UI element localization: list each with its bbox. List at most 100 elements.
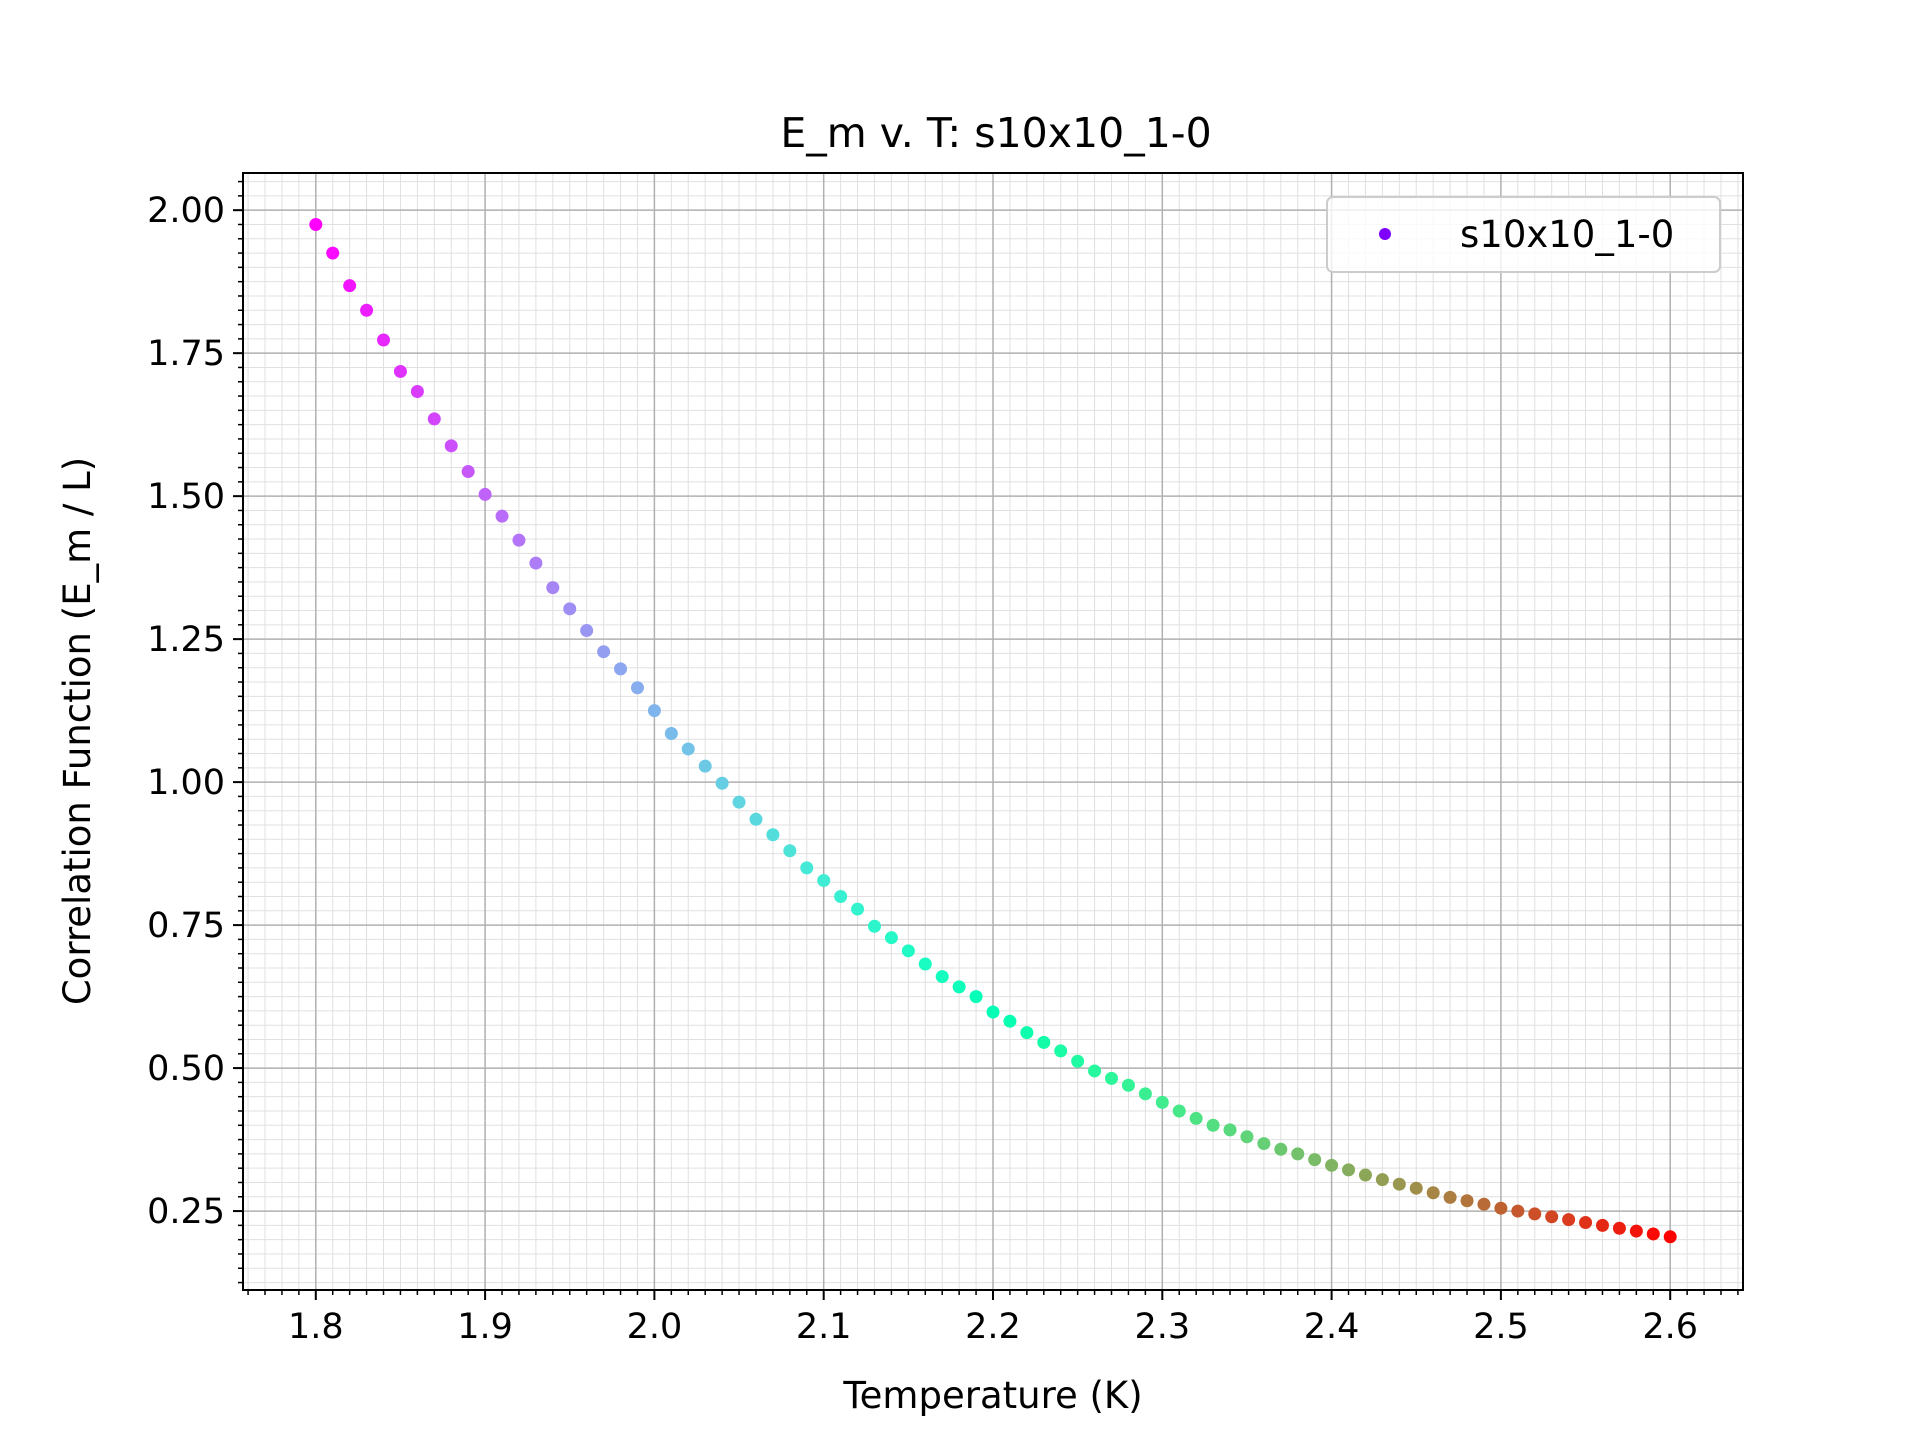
- y-tick-label: 1.50: [147, 477, 225, 517]
- data-point: [1325, 1158, 1339, 1172]
- data-point: [1037, 1035, 1051, 1049]
- data-point: [630, 681, 644, 695]
- x-tick-label: 2.3: [1134, 1307, 1190, 1347]
- y-tick-label: 0.25: [147, 1192, 225, 1232]
- y-axis-label: Correlation Function (E_m / L): [56, 457, 99, 1005]
- data-point: [766, 828, 780, 842]
- data-point: [884, 931, 898, 945]
- legend-label: s10x10_1-0: [1460, 213, 1674, 256]
- data-point: [512, 533, 526, 547]
- data-point: [1612, 1221, 1626, 1235]
- data-point: [309, 217, 323, 231]
- data-point: [1274, 1142, 1288, 1156]
- x-axis-label: Temperature (K): [842, 1374, 1142, 1417]
- data-point: [817, 873, 831, 887]
- x-tick-label: 1.8: [288, 1307, 344, 1347]
- data-point: [715, 776, 729, 790]
- y-axis: 0.25 0.50 0.75 1.00 1.25 1.50 1.75 2.00: [147, 191, 243, 1232]
- data-point: [1426, 1186, 1440, 1200]
- data-point: [1646, 1227, 1660, 1241]
- data-point: [1206, 1118, 1220, 1132]
- data-point: [1223, 1123, 1237, 1137]
- data-point: [1088, 1064, 1102, 1078]
- data-point: [1595, 1218, 1609, 1232]
- minor-ticks: [238, 180, 1739, 1295]
- data-point: [495, 509, 509, 523]
- data-point: [1071, 1054, 1085, 1068]
- data-point: [1105, 1071, 1119, 1085]
- data-point: [986, 1005, 1000, 1019]
- data-point: [664, 727, 678, 741]
- data-point: [681, 742, 695, 756]
- x-tick-label: 2.6: [1642, 1307, 1698, 1347]
- data-point: [597, 645, 611, 659]
- data-point: [1358, 1168, 1372, 1182]
- data-point: [1189, 1111, 1203, 1125]
- data-point: [410, 384, 424, 398]
- legend-marker: [1379, 228, 1391, 240]
- data-point: [851, 902, 865, 916]
- data-point: [478, 487, 492, 501]
- data-point: [563, 602, 577, 616]
- y-tick-label: 1.00: [147, 763, 225, 803]
- data-point: [1257, 1137, 1271, 1151]
- data-point: [1511, 1204, 1525, 1218]
- data-point: [427, 412, 441, 426]
- data-points: [309, 217, 1677, 1244]
- data-point: [444, 439, 458, 453]
- data-point: [1291, 1147, 1305, 1161]
- data-point: [1121, 1078, 1135, 1092]
- data-point: [783, 844, 797, 858]
- data-point: [343, 279, 357, 293]
- data-point: [529, 556, 543, 570]
- y-tick-label: 0.75: [147, 906, 225, 946]
- data-point: [952, 980, 966, 994]
- y-tick-label: 0.50: [147, 1049, 225, 1089]
- legend: s10x10_1-0: [1326, 196, 1721, 273]
- data-point: [326, 246, 340, 260]
- data-point: [867, 919, 881, 933]
- y-tick-label: 1.25: [147, 620, 225, 660]
- data-point: [393, 364, 407, 378]
- major-grid: [243, 173, 1743, 1290]
- data-point: [546, 581, 560, 595]
- data-point: [1409, 1181, 1423, 1195]
- data-point: [1494, 1201, 1508, 1215]
- data-point: [614, 662, 628, 676]
- data-point: [1054, 1044, 1068, 1058]
- data-point: [918, 957, 932, 971]
- y-tick-label: 2.00: [147, 191, 225, 231]
- data-point: [1562, 1213, 1576, 1227]
- data-point: [580, 624, 594, 638]
- data-point: [1392, 1177, 1406, 1191]
- legend-box: [1326, 196, 1721, 273]
- x-tick-label: 2.1: [796, 1307, 852, 1347]
- data-point: [1020, 1026, 1034, 1040]
- data-point: [647, 704, 661, 718]
- chart-title: E_m v. T: s10x10_1-0: [780, 109, 1211, 157]
- data-point: [1172, 1104, 1186, 1118]
- data-point: [1460, 1194, 1474, 1208]
- data-point: [1240, 1130, 1254, 1144]
- data-point: [969, 990, 983, 1004]
- data-point: [1528, 1207, 1542, 1221]
- x-tick-label: 2.4: [1304, 1307, 1360, 1347]
- x-tick-label: 2.0: [627, 1307, 683, 1347]
- data-point: [732, 795, 746, 809]
- data-point: [1545, 1210, 1559, 1224]
- data-point: [901, 944, 915, 958]
- data-point: [834, 890, 848, 904]
- data-point: [377, 333, 391, 347]
- x-axis: 1.8 1.9 2.0 2.1 2.2 2.3 2.4 2.5 2.6: [288, 1290, 1698, 1347]
- data-point: [1155, 1095, 1169, 1109]
- x-tick-label: 2.5: [1473, 1307, 1529, 1347]
- data-point: [1138, 1087, 1152, 1101]
- data-point: [1003, 1014, 1017, 1028]
- data-point: [749, 812, 763, 826]
- data-point: [1308, 1153, 1322, 1167]
- x-tick-label: 2.2: [965, 1307, 1021, 1347]
- data-point: [698, 759, 712, 773]
- data-point: [461, 465, 475, 479]
- y-tick-label: 1.75: [147, 334, 225, 374]
